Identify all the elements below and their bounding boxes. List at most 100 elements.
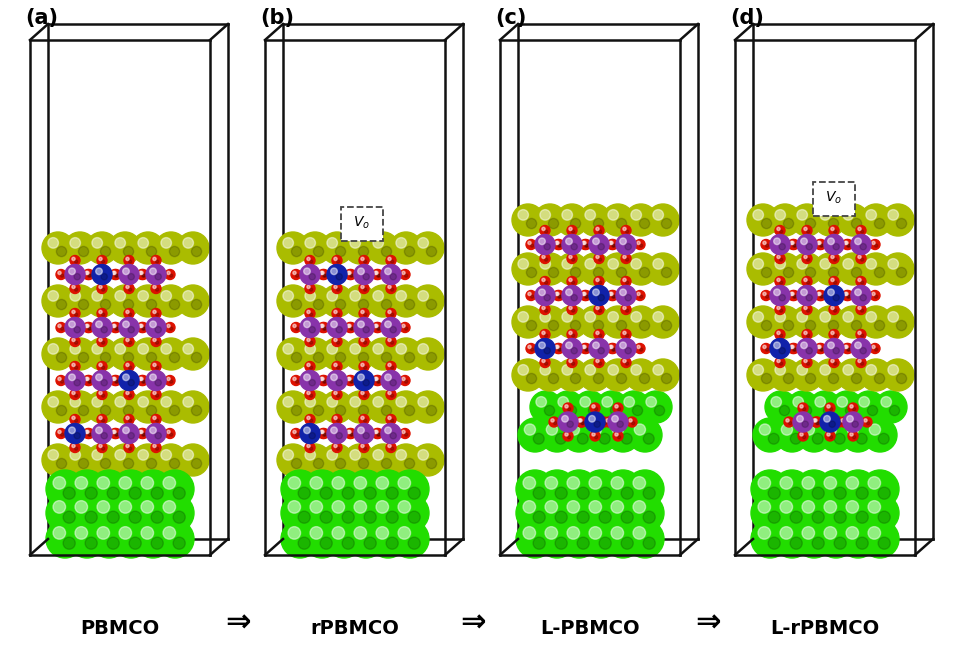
Circle shape [385,427,391,434]
Circle shape [129,487,141,499]
Circle shape [802,501,814,513]
Circle shape [843,210,854,220]
Circle shape [797,259,808,269]
Circle shape [358,268,365,275]
Circle shape [768,487,780,499]
Circle shape [342,511,354,523]
Circle shape [373,344,383,354]
Circle shape [857,487,868,499]
Circle shape [571,348,577,354]
Circle shape [405,327,408,330]
Circle shape [540,329,550,339]
Circle shape [96,427,102,434]
Circle shape [373,378,377,381]
Circle shape [296,327,299,330]
Circle shape [848,348,851,351]
Circle shape [526,267,537,278]
Circle shape [542,227,545,230]
Circle shape [625,281,629,284]
Text: (d): (d) [730,8,763,28]
Circle shape [806,320,815,331]
Circle shape [614,405,618,408]
Circle shape [608,412,628,432]
Circle shape [101,327,108,333]
Circle shape [806,374,815,383]
Circle shape [412,391,444,423]
Circle shape [69,374,75,381]
Circle shape [327,449,337,460]
Circle shape [647,204,679,236]
Circle shape [336,273,342,280]
Circle shape [319,428,329,438]
Circle shape [562,210,572,220]
Circle shape [834,487,847,499]
Circle shape [319,378,323,381]
Circle shape [538,520,576,558]
Circle shape [566,405,576,416]
Circle shape [342,487,354,499]
Circle shape [305,344,316,354]
Circle shape [390,341,394,345]
Circle shape [860,309,863,312]
Circle shape [364,394,367,397]
Circle shape [858,331,861,335]
Circle shape [601,418,604,422]
Circle shape [170,380,172,383]
Circle shape [327,290,337,301]
Circle shape [359,414,369,424]
Circle shape [327,317,347,337]
Circle shape [155,285,187,317]
Circle shape [56,376,66,385]
Circle shape [119,477,131,489]
Circle shape [138,269,148,279]
Circle shape [388,257,391,261]
Circle shape [61,327,64,330]
Circle shape [402,378,405,381]
Circle shape [594,304,604,315]
Circle shape [109,338,141,370]
Circle shape [533,487,545,499]
Circle shape [177,391,209,423]
Circle shape [155,232,187,264]
Circle shape [128,419,131,422]
Circle shape [797,210,808,220]
Circle shape [612,295,614,298]
Circle shape [283,344,293,354]
Circle shape [843,312,854,322]
Circle shape [386,337,396,347]
Circle shape [585,312,596,322]
Circle shape [844,292,847,296]
Circle shape [291,300,302,310]
Circle shape [842,290,852,300]
Circle shape [310,260,313,263]
Circle shape [296,433,299,436]
Circle shape [344,444,376,476]
Circle shape [839,422,842,424]
Circle shape [354,501,367,513]
Circle shape [53,527,66,539]
Circle shape [524,424,535,435]
Circle shape [556,204,588,236]
Circle shape [405,380,408,383]
Circle shape [101,432,108,439]
Circle shape [599,362,602,365]
Circle shape [538,470,576,508]
Circle shape [612,348,614,351]
Circle shape [599,230,602,233]
Circle shape [170,300,179,310]
Circle shape [818,242,821,245]
Circle shape [151,537,164,549]
Circle shape [153,257,156,261]
Circle shape [124,284,134,294]
Circle shape [568,255,572,259]
Circle shape [161,344,171,354]
Circle shape [291,459,302,469]
Circle shape [70,308,80,319]
Circle shape [581,422,585,424]
Circle shape [314,352,323,362]
Circle shape [367,285,399,317]
Circle shape [567,501,579,513]
Circle shape [517,364,528,375]
Circle shape [332,501,345,513]
Circle shape [852,374,861,383]
